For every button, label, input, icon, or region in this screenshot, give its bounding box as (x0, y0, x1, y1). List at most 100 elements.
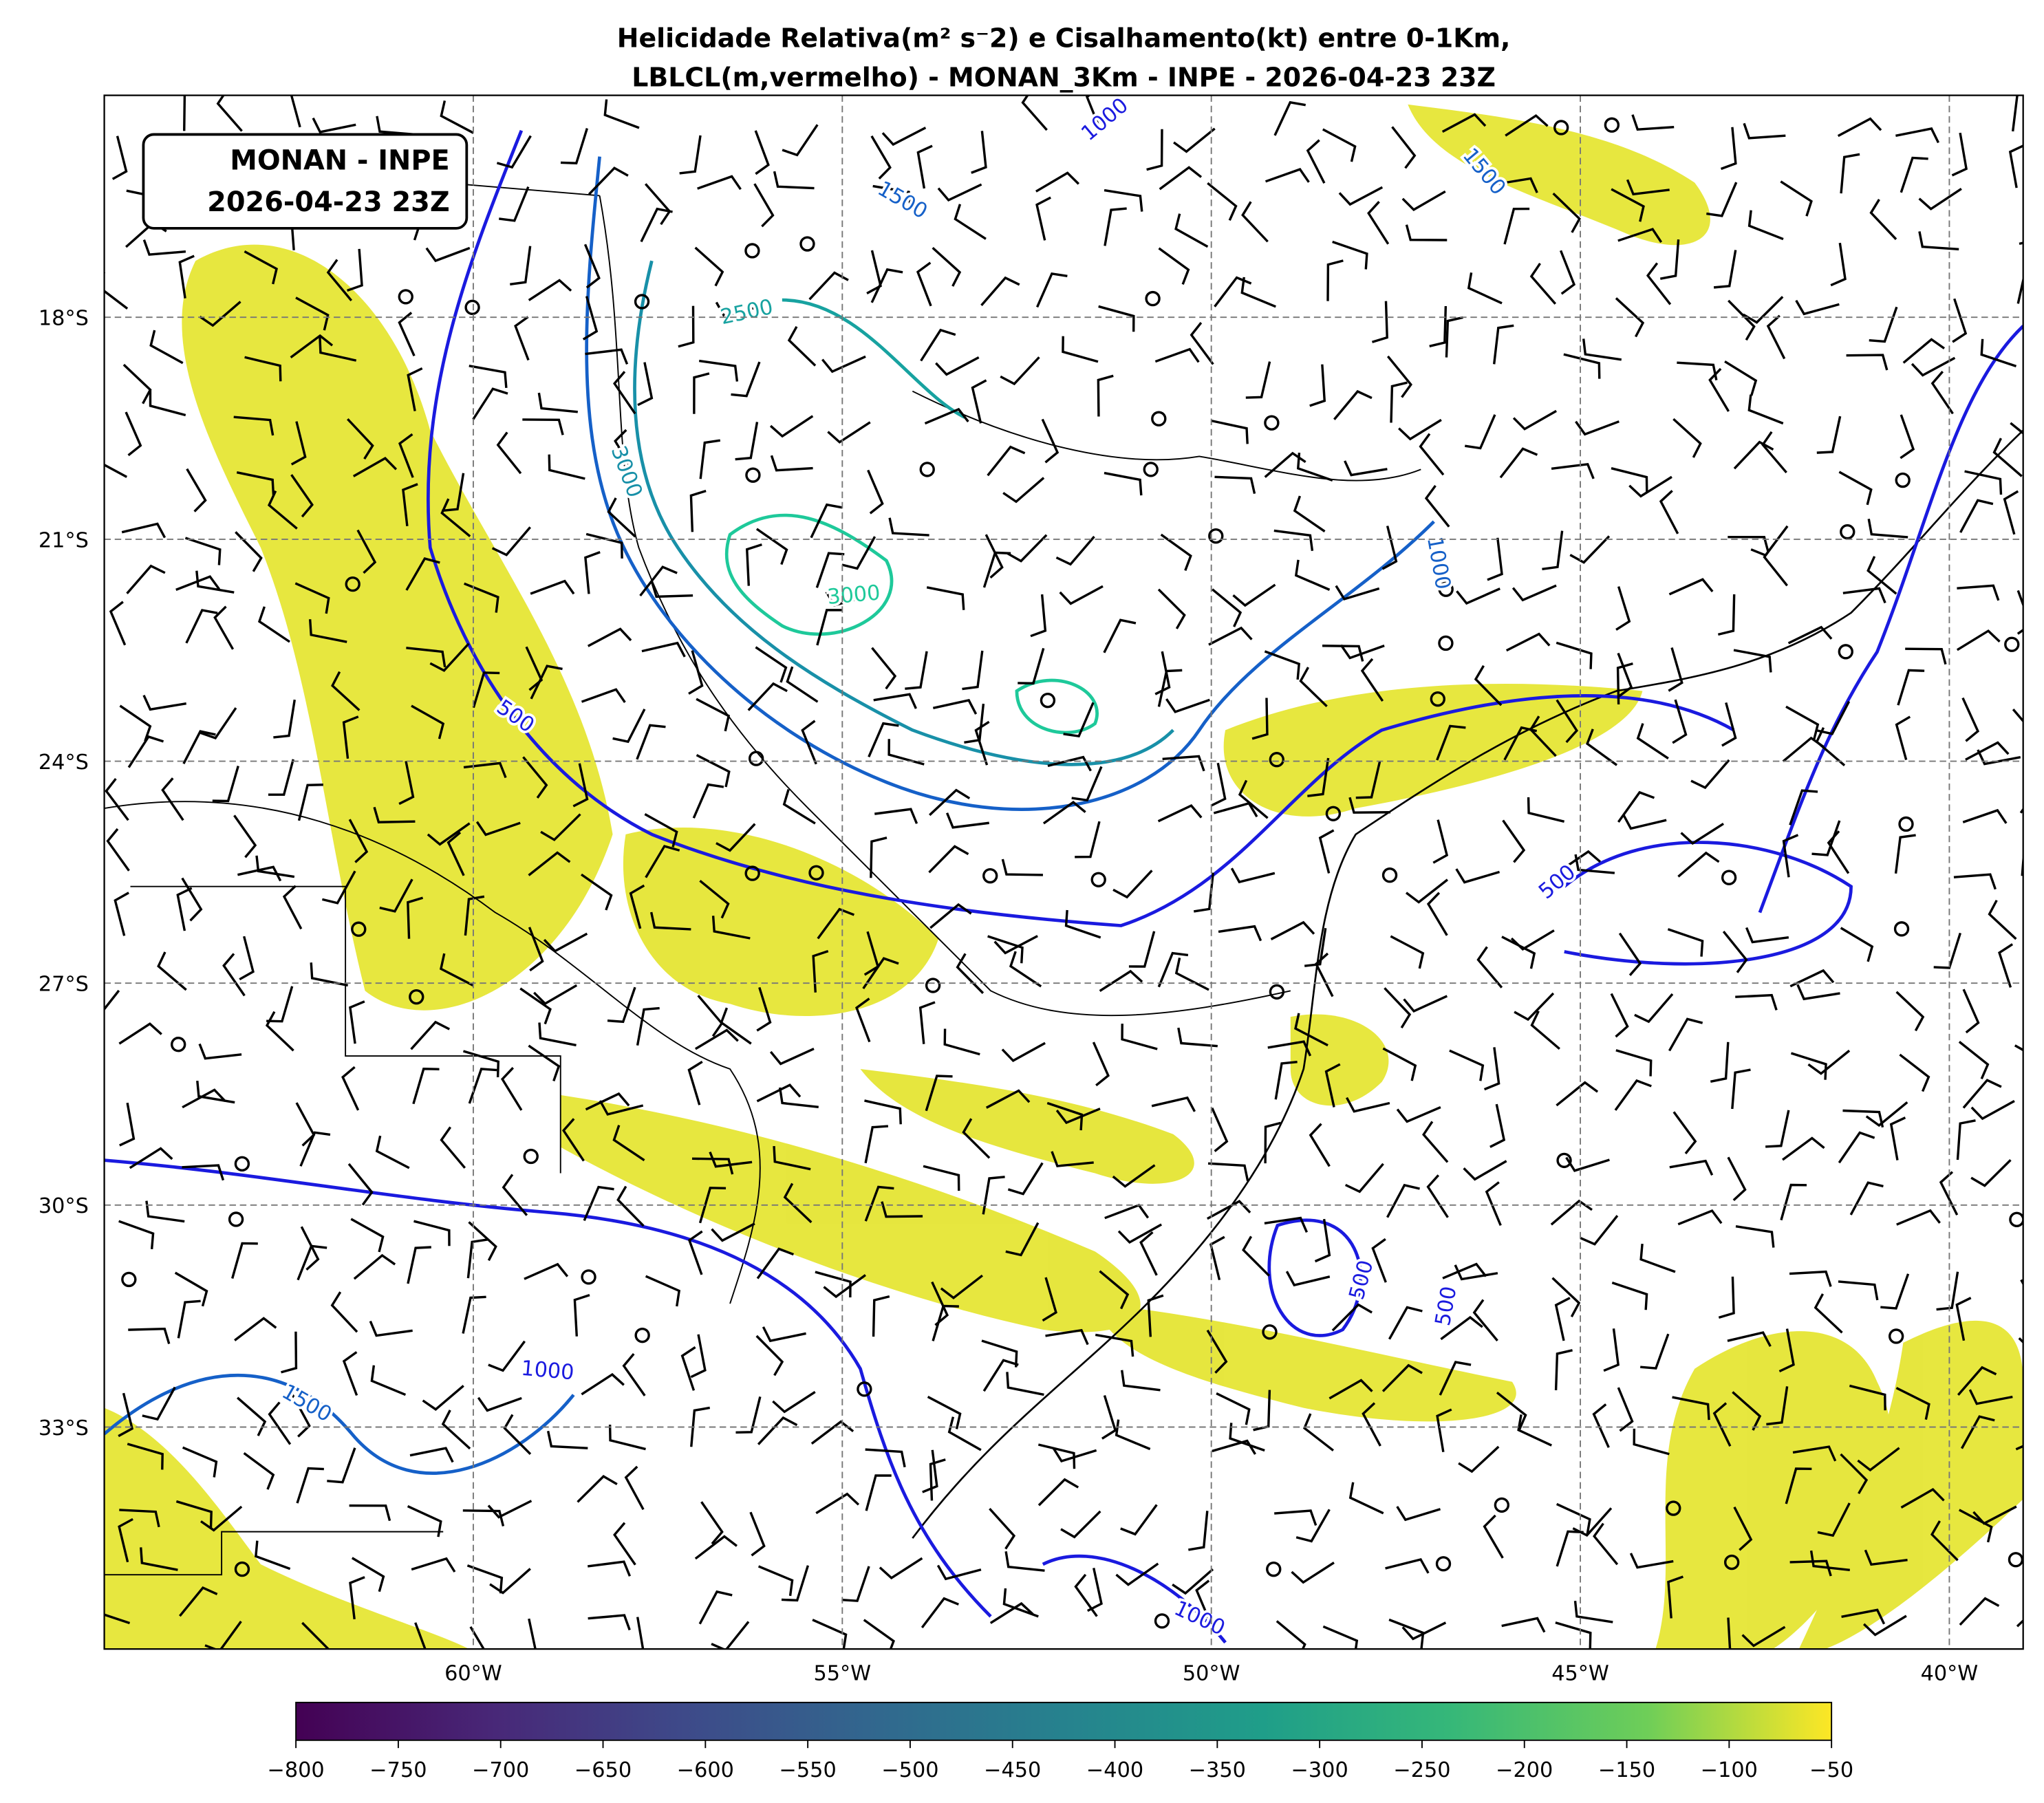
wind-barb (1331, 1303, 1373, 1332)
wind-barb (1527, 797, 1565, 823)
contour (1267, 1218, 1363, 1337)
wind-barb (1195, 1579, 1212, 1625)
wind-barb (290, 421, 307, 466)
wind-barb (1550, 1199, 1593, 1226)
wind-barb (1299, 667, 1328, 708)
wind-barb (810, 1420, 854, 1445)
calm-marker (744, 243, 760, 259)
wind-barb (711, 916, 751, 940)
wind-barb (1501, 1617, 1546, 1633)
wind-barb (865, 1474, 892, 1511)
wind-barb (1429, 305, 1448, 347)
wind-barb (1957, 584, 2000, 601)
wind-barb (629, 884, 645, 929)
calm-marker (1145, 290, 1161, 307)
wind-barb (1273, 529, 1314, 552)
wind-barb (679, 135, 702, 175)
wind-barb (350, 1218, 385, 1253)
wind-barb (1314, 952, 1334, 997)
wind-barb (1690, 759, 1730, 790)
wind-barb (624, 1465, 645, 1511)
wind-barb (980, 276, 1020, 306)
wind-barb (1672, 418, 1702, 458)
wind-barb (929, 1458, 946, 1501)
wind-barb (1846, 354, 1889, 371)
wind-barb (1436, 724, 1466, 761)
calm-marker (745, 467, 761, 483)
wind-barb (1055, 535, 1095, 566)
wind-barb (691, 1157, 734, 1175)
wind-barb (1669, 1159, 1714, 1176)
wind-barb (1838, 471, 1873, 506)
wind-barb (1968, 1389, 2013, 1405)
wind-barb (1335, 585, 1380, 601)
wind-barb (1631, 114, 1675, 131)
wind-barb (1617, 228, 1663, 244)
wind-barb (1154, 651, 1171, 695)
wind-barb (1388, 1306, 1423, 1340)
wind-barb (1362, 1402, 1381, 1447)
calm-marker (919, 462, 935, 477)
wind-barb (1274, 1061, 1298, 1100)
calm-marker (1208, 528, 1224, 544)
wind-barb (1733, 649, 1772, 673)
wind-barb (1190, 322, 1214, 365)
fill-area (560, 1094, 1141, 1332)
wind-barb (1037, 1478, 1079, 1507)
calm-marker (1895, 472, 1911, 488)
wind-barb (690, 1406, 711, 1447)
wind-barb (128, 1327, 171, 1344)
calm-marker (1143, 462, 1159, 477)
wind-barb (1573, 1600, 1613, 1623)
wind-barb (1951, 132, 1968, 177)
calm-marker (1666, 1500, 1681, 1516)
wind-barb (530, 579, 575, 595)
calm-marker (982, 867, 998, 884)
wind-barb (989, 1507, 1016, 1550)
wind-barb (1936, 1271, 1959, 1311)
wind-barb (1487, 537, 1503, 581)
wind-barb (411, 1557, 456, 1573)
wind-barb (1264, 650, 1301, 680)
wind-barb (1009, 951, 1042, 988)
wind-barb (583, 1185, 614, 1222)
wind-barb (1677, 1209, 1723, 1226)
wind-barb (863, 1619, 895, 1650)
wind-barb (690, 1334, 707, 1379)
calm-marker (1154, 1613, 1170, 1629)
wind-barb (693, 372, 710, 414)
wind-barb (987, 935, 1024, 964)
wind-barb (522, 418, 564, 435)
wind-barb (1782, 834, 1799, 878)
wind-barb (1165, 698, 1210, 713)
calm-marker (1840, 523, 1855, 540)
wind-barb (641, 641, 686, 658)
wind-barb (692, 783, 724, 819)
wind-barb (514, 316, 530, 361)
calm-marker (121, 1271, 137, 1288)
wind-barb (1006, 1372, 1044, 1396)
wind-barb (1001, 859, 1043, 876)
wind-barb (519, 987, 552, 1025)
wind-barb (1210, 419, 1249, 444)
wind-barb (1554, 1349, 1573, 1390)
wind-barb (639, 565, 678, 597)
wind-barb (1761, 431, 1787, 474)
wind-barb (548, 454, 585, 480)
wind-barb (1085, 95, 1102, 131)
colorbar-tick-label: −750 (369, 1758, 427, 1782)
wind-barb (1386, 1183, 1420, 1218)
wind-barb (411, 704, 445, 739)
wind-barb (463, 762, 507, 779)
wind-barb (1242, 1235, 1270, 1277)
lon-tick-label: 45°W (1551, 1662, 1609, 1686)
wind-barb (1787, 625, 1833, 645)
wind-barb (867, 469, 884, 515)
wind-barb (185, 609, 218, 644)
contour (782, 298, 966, 419)
wind-barb (281, 1331, 298, 1374)
wind-barb (1667, 1575, 1683, 1619)
wind-barb (222, 953, 246, 997)
contour (426, 129, 1735, 927)
